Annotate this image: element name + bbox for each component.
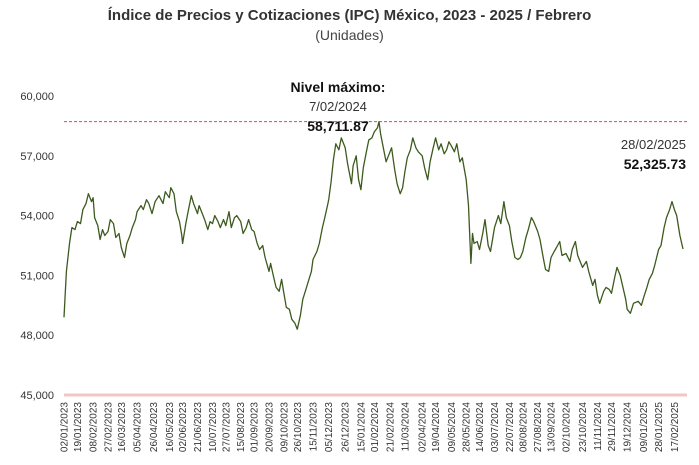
x-tick-label: 15/11/2023 [309,402,320,452]
y-tick-label: 60,000 [20,91,54,103]
max-annotation-label: Nivel máximo: [291,79,386,95]
chart-subtitle: (Unidades) [315,27,384,43]
x-tick-label: 19/04/2024 [431,402,442,452]
x-tick-label: 01/02/2024 [370,402,381,452]
y-tick-label: 57,000 [20,151,54,163]
x-tick-label: 02/04/2024 [418,402,429,452]
series-line-ipc [63,121,684,330]
x-tick-label: 21/02/2024 [386,402,397,452]
x-tick-label: 02/01/2023 [60,402,71,452]
last-annotation-value: 52,325.73 [624,156,686,172]
y-tick-label: 54,000 [20,211,54,223]
x-tick-label: 26/12/2023 [341,402,352,452]
y-axis: 45,000 48,000 51,000 54,000 57,000 60,000 [20,91,54,402]
x-tick-label: 28/01/2025 [654,402,665,452]
y-tick-label: 45,000 [20,390,54,402]
max-annotation-date: 7/02/2024 [309,99,367,114]
x-tick-label: 09/10/2023 [279,402,290,452]
x-tick-label: 08/08/2024 [518,402,529,452]
x-tick-label: 11/11/2024 [593,402,604,451]
x-tick-label: 15/01/2024 [356,402,367,452]
x-tick-label: 17/02/2025 [670,402,681,452]
last-annotation-date: 28/02/2025 [621,137,686,152]
x-tick-label: 19/01/2023 [73,402,84,452]
x-tick-label: 01/09/2023 [250,402,261,452]
x-tick-label: 29/11/2024 [607,402,618,452]
x-tick-label: 10/07/2023 [208,402,219,452]
x-tick-label: 22/07/2024 [505,402,516,452]
max-annotation-value: 58,711.87 [307,118,369,134]
x-tick-label: 02/10/2024 [562,402,573,452]
x-tick-label: 09/05/2024 [447,402,458,452]
x-tick-label: 05/04/2023 [133,402,144,452]
x-tick-label: 26/04/2023 [149,402,160,452]
x-tick-label: 02/06/2023 [178,402,189,452]
x-tick-label: 05/12/2023 [324,402,335,452]
x-tick-label: 16/03/2023 [117,402,128,452]
x-tick-label: 28/05/2024 [462,402,473,452]
x-tick-label: 16/05/2023 [165,402,176,452]
y-tick-label: 48,000 [20,330,54,342]
x-tick-label: 27/08/2024 [533,402,544,452]
x-tick-label: 23/10/2024 [578,402,589,452]
x-tick-label: 15/08/2023 [236,402,247,452]
x-tick-label: 20/09/2023 [265,402,276,452]
x-tick-label: 14/06/2024 [475,402,486,452]
x-tick-label: 11/03/2024 [400,402,411,452]
x-axis: 02/01/2023 19/01/2023 08/02/2023 27/02/2023… [60,402,681,452]
x-tick-label: 27/02/2023 [104,402,115,452]
x-tick-label: 08/02/2023 [89,402,100,452]
x-tick-label: 26/10/2023 [293,402,304,452]
reference-lines [64,121,687,397]
x-tick-label: 09/01/2025 [639,402,650,452]
x-tick-label: 27/07/2023 [221,402,232,452]
x-tick-label: 13/09/2024 [547,402,558,452]
x-tick-label: 21/06/2023 [193,402,204,452]
series-group [63,121,684,330]
annotations: Nivel máximo: 7/02/2024 58,711.87 28/02/… [291,79,687,172]
x-tick-label: 19/12/2024 [623,402,634,452]
y-tick-label: 51,000 [20,270,54,282]
chart-title: Índice de Precios y Cotizaciones (IPC) M… [107,7,592,24]
x-tick-label: 03/07/2024 [490,402,501,452]
